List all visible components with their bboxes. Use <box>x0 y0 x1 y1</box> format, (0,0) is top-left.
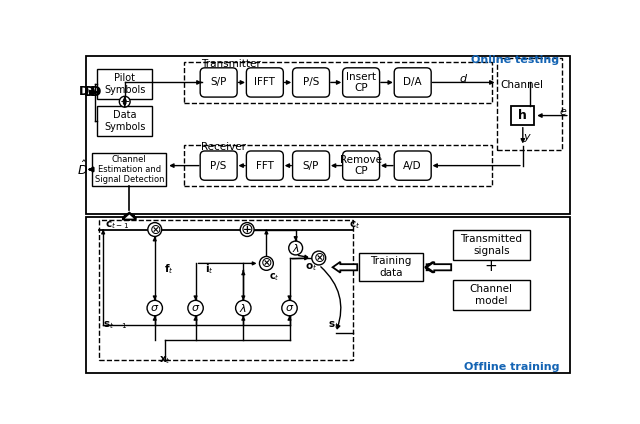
Text: $\lambda$: $\lambda$ <box>292 242 300 254</box>
Text: $\hat{D}$: $\hat{D}$ <box>77 160 88 179</box>
Text: D: D <box>79 85 90 98</box>
Text: $\lambda$: $\lambda$ <box>239 302 247 314</box>
Text: D: D <box>90 86 101 100</box>
FancyBboxPatch shape <box>200 151 237 180</box>
Text: Data
Symbols: Data Symbols <box>104 110 145 132</box>
Circle shape <box>236 300 251 316</box>
Text: P/S: P/S <box>303 78 319 87</box>
Circle shape <box>282 300 297 316</box>
Text: Pilot
Symbols: Pilot Symbols <box>104 73 145 95</box>
Text: D: D <box>84 86 95 100</box>
FancyBboxPatch shape <box>342 68 380 97</box>
Circle shape <box>119 96 130 107</box>
Text: $\otimes$: $\otimes$ <box>260 257 273 271</box>
FancyBboxPatch shape <box>394 151 431 180</box>
FancyBboxPatch shape <box>292 151 330 180</box>
FancyBboxPatch shape <box>359 254 424 281</box>
Text: P/S: P/S <box>211 161 227 170</box>
Text: Remove
CP: Remove CP <box>340 155 382 176</box>
FancyBboxPatch shape <box>246 151 284 180</box>
Circle shape <box>259 257 273 271</box>
Text: S/P: S/P <box>303 161 319 170</box>
Circle shape <box>240 223 254 237</box>
FancyArrow shape <box>333 262 357 273</box>
Text: FFT: FFT <box>256 161 274 170</box>
FancyBboxPatch shape <box>86 217 570 373</box>
Text: $\sigma$: $\sigma$ <box>285 303 294 313</box>
FancyBboxPatch shape <box>86 56 570 214</box>
Text: Receiver: Receiver <box>201 142 246 152</box>
FancyArrow shape <box>427 262 451 273</box>
Text: S/P: S/P <box>211 78 227 87</box>
Text: Channel
model: Channel model <box>470 284 513 306</box>
Text: +: + <box>120 95 130 108</box>
FancyBboxPatch shape <box>394 68 431 97</box>
FancyBboxPatch shape <box>452 230 530 259</box>
Text: Channel
Estimation and
Signal Detection: Channel Estimation and Signal Detection <box>95 155 164 184</box>
Text: y: y <box>524 132 530 142</box>
Text: D/A: D/A <box>403 78 422 87</box>
Text: Training
data: Training data <box>371 257 412 278</box>
FancyBboxPatch shape <box>200 68 237 97</box>
Text: A/D: A/D <box>403 161 422 170</box>
Text: $\mathbf{o}_{t}$: $\mathbf{o}_{t}$ <box>305 261 317 273</box>
Text: $\mathbf{c}_{t}$: $\mathbf{c}_{t}$ <box>349 219 360 231</box>
Text: $\mathbf{x}_{t}$: $\mathbf{x}_{t}$ <box>159 354 171 366</box>
FancyArrow shape <box>122 213 136 220</box>
FancyBboxPatch shape <box>452 280 530 310</box>
FancyBboxPatch shape <box>97 70 152 99</box>
FancyArrow shape <box>425 262 433 273</box>
Text: $\mathbf{f}_{t}$: $\mathbf{f}_{t}$ <box>164 262 173 276</box>
FancyBboxPatch shape <box>292 68 330 97</box>
Text: Transmitted
signals: Transmitted signals <box>460 234 522 256</box>
Text: $\mathbf{s}_{t-1}$: $\mathbf{s}_{t-1}$ <box>103 319 127 331</box>
Text: $\mathbf{c}_{t-1}$: $\mathbf{c}_{t-1}$ <box>105 219 129 231</box>
Circle shape <box>312 251 326 265</box>
FancyArrow shape <box>122 212 136 218</box>
Text: $\mathbf{i}_{t}$: $\mathbf{i}_{t}$ <box>205 262 214 276</box>
Text: $\mathbf{s}_{t}$: $\mathbf{s}_{t}$ <box>328 319 339 331</box>
Circle shape <box>289 241 303 255</box>
FancyArrow shape <box>92 91 97 94</box>
FancyBboxPatch shape <box>511 106 534 125</box>
Text: Insert
CP: Insert CP <box>346 72 376 93</box>
Text: +: + <box>485 259 498 274</box>
Text: h: h <box>518 109 527 122</box>
FancyBboxPatch shape <box>92 153 166 187</box>
Circle shape <box>148 223 162 237</box>
Text: Online testing: Online testing <box>471 55 559 65</box>
Text: $\sigma$: $\sigma$ <box>191 303 200 313</box>
Text: $\otimes$: $\otimes$ <box>312 251 325 265</box>
Text: $\sigma$: $\sigma$ <box>150 303 159 313</box>
Text: $\oplus$: $\oplus$ <box>241 222 254 237</box>
Text: $\mathbf{c}_{t}$: $\mathbf{c}_{t}$ <box>269 271 280 283</box>
Text: Offline training: Offline training <box>463 362 559 371</box>
Circle shape <box>147 300 163 316</box>
Text: Channel: Channel <box>500 80 543 90</box>
Circle shape <box>188 300 204 316</box>
Text: IFFT: IFFT <box>255 78 275 87</box>
FancyBboxPatch shape <box>97 106 152 136</box>
Text: $\otimes$: $\otimes$ <box>148 223 161 237</box>
FancyBboxPatch shape <box>246 68 284 97</box>
FancyBboxPatch shape <box>342 151 380 180</box>
Text: d: d <box>459 74 467 84</box>
Text: Transmitter: Transmitter <box>201 59 260 69</box>
Text: e: e <box>560 107 566 117</box>
